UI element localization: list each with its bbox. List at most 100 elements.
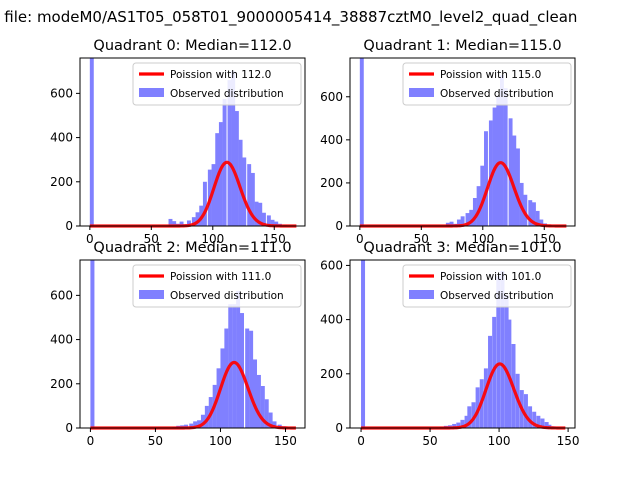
panel-quadrant-1: 0 50 100 150 0 200 400 600 Quadrant 1: Median=11… xyxy=(320,38,576,246)
histogram-bar xyxy=(234,111,239,226)
axes-frame xyxy=(349,57,576,227)
panel-title: Quadrant 0: Median=112.0 xyxy=(93,38,291,54)
histogram-bar xyxy=(465,213,470,226)
histogram-bar xyxy=(540,418,545,428)
y-tick-label: 0 xyxy=(65,421,73,435)
histogram-bar xyxy=(202,181,207,226)
panel-quadrant-0: 0 50 100 150 0 200 400 600 Quadrant 0: Median=11… xyxy=(50,38,306,246)
y-tick-label: 0 xyxy=(65,219,73,233)
legend-box xyxy=(402,264,572,308)
histogram-bar xyxy=(264,399,269,428)
histogram-bar xyxy=(528,406,533,428)
legend-label-poisson: Poission with 111.0 xyxy=(170,271,271,283)
histogram-bar xyxy=(528,200,533,226)
histogram-bar xyxy=(186,220,191,226)
legend-bar-swatch xyxy=(409,88,434,97)
legend-label-observed: Observed distribution xyxy=(170,290,284,302)
x-tick-label: 100 xyxy=(471,232,494,246)
histogram-bar xyxy=(211,164,216,226)
histogram-bar xyxy=(193,421,198,428)
histogram-bar xyxy=(236,290,241,428)
histogram-bar xyxy=(452,423,457,428)
x-tick-label: 50 xyxy=(422,434,437,448)
histogram-bar xyxy=(204,405,209,428)
histogram-bar xyxy=(500,270,505,428)
legend-bar-swatch xyxy=(409,290,434,299)
histogram-bar xyxy=(504,295,509,428)
legend-label-poisson: Poission with 115.0 xyxy=(440,69,541,81)
histogram-bar xyxy=(471,402,476,428)
histogram-bar xyxy=(261,212,266,226)
histogram-bar xyxy=(503,88,508,227)
y-tick-label: 400 xyxy=(320,313,343,327)
histogram-bar xyxy=(523,394,528,428)
y-tick-label: 0 xyxy=(335,219,343,233)
legend-label-observed: Observed distribution xyxy=(440,290,554,302)
y-tick-label: 400 xyxy=(320,133,343,147)
histogram-bar xyxy=(472,198,477,226)
legend-box xyxy=(132,62,302,106)
legend-label-observed: Observed distribution xyxy=(170,88,284,100)
histogram-bar xyxy=(224,328,229,428)
x-tick-label: 50 xyxy=(148,434,163,448)
x-tick-label: 50 xyxy=(414,232,429,246)
histogram-bar xyxy=(266,215,271,226)
y-tick-label: 600 xyxy=(50,288,73,302)
y-tick-label: 200 xyxy=(320,367,343,381)
histogram-bar xyxy=(168,218,173,226)
histogram-bar xyxy=(238,139,243,226)
histogram-bar xyxy=(231,71,236,226)
legend-label-poisson: Poission with 101.0 xyxy=(440,271,541,283)
histogram-bar xyxy=(249,330,254,428)
histogram-bar xyxy=(179,221,184,226)
figure-title: n file: modeM0/AS1T05_058T01_9000005414_… xyxy=(0,0,640,30)
histogram-bar xyxy=(258,202,263,226)
histogram-bar xyxy=(536,415,541,428)
x-tick-label: 100 xyxy=(209,434,232,448)
x-tick-label: 50 xyxy=(144,232,159,246)
x-tick-label: 0 xyxy=(87,434,95,448)
legend-bar-swatch xyxy=(139,88,164,97)
y-tick-label: 0 xyxy=(335,421,343,435)
histogram-bar xyxy=(496,276,501,428)
histogram-bar xyxy=(90,260,95,428)
legend-label-observed: Observed distribution xyxy=(440,88,554,100)
histogram-bar xyxy=(544,422,549,428)
y-tick-label: 200 xyxy=(320,176,343,190)
histogram-bar xyxy=(469,209,474,226)
histogram-bar xyxy=(449,221,454,226)
panel-title: Quadrant 1: Median=115.0 xyxy=(363,38,561,54)
histogram-bar xyxy=(260,386,265,428)
histogram-bar xyxy=(500,75,504,226)
histogram-bar xyxy=(270,219,275,226)
x-tick-label: 0 xyxy=(357,434,365,448)
histogram-bar xyxy=(245,328,250,428)
x-tick-label: 150 xyxy=(263,232,286,246)
y-tick-label: 400 xyxy=(50,131,73,145)
legend-bar-swatch xyxy=(139,290,164,299)
x-tick-label: 100 xyxy=(201,232,224,246)
y-tick-label: 600 xyxy=(320,90,343,104)
histogram-bar xyxy=(467,406,472,428)
histogram-bar xyxy=(445,222,450,226)
y-tick-label: 600 xyxy=(320,258,343,272)
axes-frame xyxy=(79,57,306,227)
histogram-bar xyxy=(460,216,465,226)
histogram-bar xyxy=(464,415,469,428)
histogram-bar xyxy=(250,172,255,226)
histogram-bar xyxy=(195,212,200,226)
histogram-bar xyxy=(515,148,520,226)
histogram-bar xyxy=(359,58,364,226)
y-tick-label: 200 xyxy=(50,377,73,391)
histogram-bar xyxy=(252,359,258,428)
histogram-bar xyxy=(200,414,205,428)
x-tick-label: 150 xyxy=(533,232,556,246)
axes-frame xyxy=(349,259,576,429)
histogram-bar xyxy=(456,219,461,226)
histogram-bar xyxy=(532,411,537,428)
histogram-bar xyxy=(247,164,252,226)
histogram-bar xyxy=(361,260,366,428)
histogram-bar xyxy=(218,122,223,226)
histogram-bar xyxy=(172,221,177,226)
